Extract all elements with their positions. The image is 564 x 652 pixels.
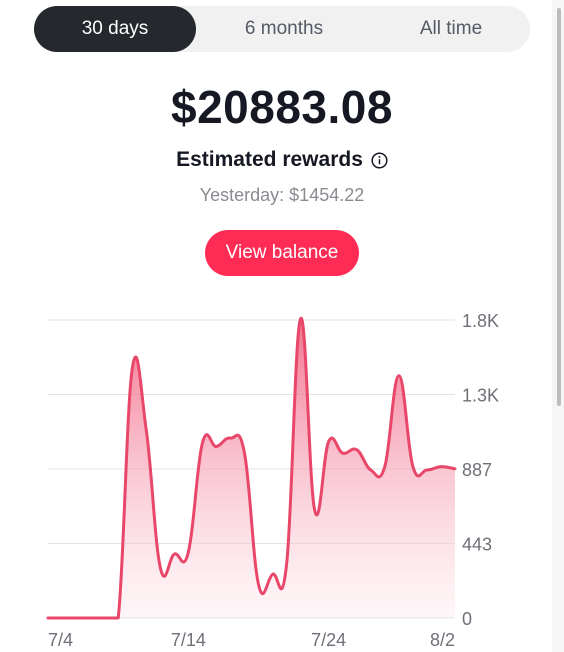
yesterday-label: Yesterday: — [199, 185, 285, 205]
rewards-chart: 1.8K 1.3K 887 443 0 7/4 7/14 7/24 8/2 — [46, 311, 499, 650]
y-tick-label: 887 — [462, 460, 492, 480]
x-tick-label: 7/4 — [48, 630, 73, 650]
estimated-rewards-label: Estimated rewards — [176, 148, 363, 171]
y-tick-label: 1.3K — [462, 386, 499, 406]
yesterday-rewards: Yesterday: $1454.22 — [0, 185, 564, 206]
x-tick-label: 8/2 — [430, 630, 455, 650]
rewards-line — [46, 317, 457, 620]
yesterday-value: $1454.22 — [289, 185, 365, 205]
rewards-area — [48, 318, 455, 618]
tab-30-days[interactable]: 30 days — [34, 6, 196, 52]
info-icon[interactable] — [371, 151, 388, 169]
x-tick-label: 7/24 — [311, 630, 346, 650]
y-tick-label: 0 — [462, 609, 472, 629]
scrollbar-track[interactable] — [552, 0, 564, 652]
y-tick-label: 443 — [462, 535, 492, 555]
tab-6-months[interactable]: 6 months — [244, 18, 324, 39]
view-balance-button[interactable]: View balance — [205, 230, 359, 276]
y-tick-label: 1.8K — [462, 311, 499, 331]
rewards-amount: $20883.08 — [171, 81, 393, 133]
scrollbar-thumb[interactable] — [557, 8, 561, 406]
rewards-label-row: Estimated rewards — [0, 148, 564, 172]
time-range-selector: 30 days 6 months All time — [34, 6, 530, 52]
x-tick-label: 7/14 — [171, 630, 206, 650]
tab-all-time[interactable]: All time — [419, 18, 483, 39]
